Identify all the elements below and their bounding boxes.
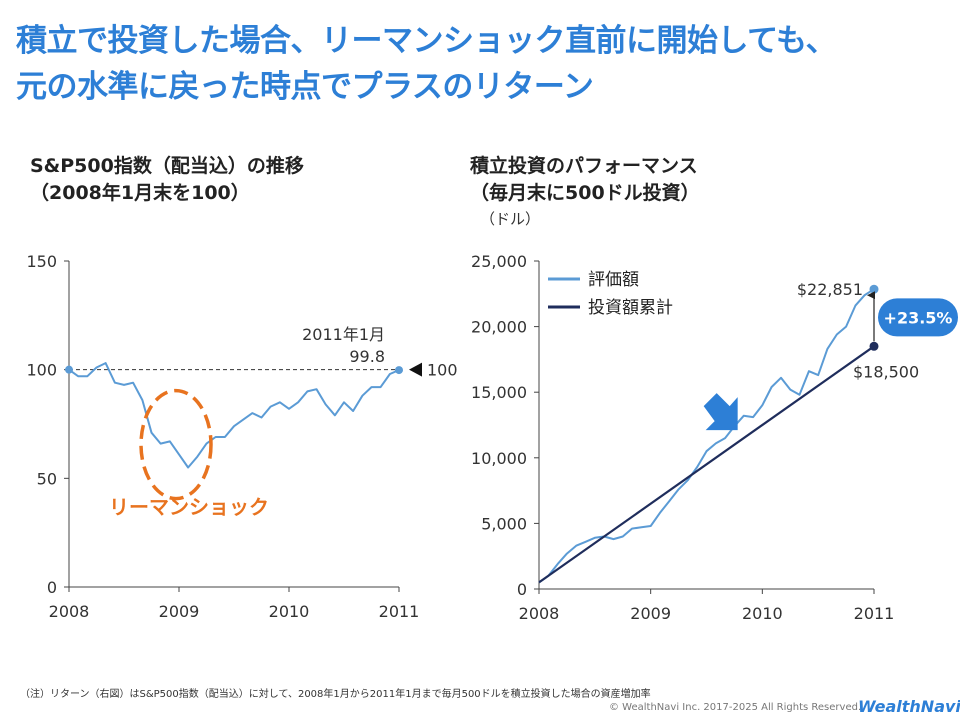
c1-annotation-value: $22,851 — [797, 280, 863, 299]
copyright: © WealthNavi Inc. 2017-2025 All Rights R… — [609, 702, 862, 713]
c0-series-line-0 — [68, 362, 400, 469]
c0-annotation-date: 2011年1月 — [302, 325, 385, 344]
headline: 積立で投資した場合、リーマンショック直前に開始しても、 元の水準に戻った時点でプ… — [16, 18, 946, 110]
c0-annotation-value: 99.8 — [349, 347, 385, 366]
c1-x-tick-label: 2008 — [519, 604, 560, 623]
brand-logo: WealthNavi — [858, 697, 960, 716]
c0-y-tick-label: 100 — [26, 361, 57, 380]
c0-x-tick-label: 2010 — [269, 602, 310, 621]
right-chart-title-line-2: （毎月末に500ドル投資） — [470, 182, 700, 204]
c1-series-line-0 — [538, 288, 875, 584]
left-chart-title-line-2: （2008年1月末を100） — [30, 182, 250, 204]
c0-y-tick-label: 0 — [47, 578, 57, 597]
c0-x-tick-label: 2009 — [159, 602, 200, 621]
c1-x-tick-label: 2011 — [854, 604, 895, 623]
headline-line-1: 積立で投資した場合、リーマンショック直前に開始しても、 — [16, 23, 837, 59]
c0-lehman-highlight — [139, 388, 213, 501]
c0-reference-label: 100 — [427, 361, 458, 380]
c0-end-point — [395, 366, 403, 375]
left-chart-title: S&P500指数（配当込）の推移 （2008年1月末を100） — [30, 153, 304, 207]
c1-y-tick-label: 0 — [517, 580, 527, 599]
c1-return-badge-label: +23.5% — [884, 308, 953, 327]
c1-end-point-value — [869, 284, 879, 294]
headline-line-2: 元の水準に戻った時点でプラスのリターン — [16, 69, 594, 105]
c1-y-tick-label: 15,000 — [471, 383, 527, 402]
left-chart-title-line-1: S&P500指数（配当込）の推移 — [30, 155, 304, 177]
c1-y-tick-label: 20,000 — [471, 318, 527, 337]
right-chart-title-line-1: 積立投資のパフォーマンス — [470, 155, 698, 177]
c1-y-tick-label: 10,000 — [471, 449, 527, 468]
c1-x-tick-label: 2009 — [630, 604, 671, 623]
c1-crossover-arrow-icon — [703, 393, 738, 431]
c1-return-badge — [878, 298, 958, 337]
c0-x-tick-label: 2011 — [379, 602, 420, 621]
c1-legend-label-0: 評価額 — [588, 270, 639, 290]
footnote: （注）リターン（右図）はS&P500指数（配当込）に対して、2008年1月から2… — [20, 689, 651, 700]
c1-series-line-1 — [538, 345, 875, 584]
c0-y-tick-label: 150 — [26, 252, 57, 271]
c1-annotation-invested: $18,500 — [853, 362, 919, 381]
c1-y-tick-label: 25,000 — [471, 252, 527, 271]
c1-y-tick-label: 5,000 — [481, 514, 527, 533]
c1-x-tick-label: 2010 — [742, 604, 783, 623]
c0-start-point — [65, 365, 73, 374]
c0-y-tick-label: 50 — [37, 469, 57, 488]
c0-lehman-label: リーマンショック — [109, 495, 269, 519]
c1-end-point-invested — [869, 341, 879, 351]
c0-x-tick-label: 2008 — [49, 602, 90, 621]
right-chart-unit-label: （ドル） — [480, 210, 541, 228]
c0-reference-marker — [409, 362, 422, 377]
right-chart-title: 積立投資のパフォーマンス （毎月末に500ドル投資） — [470, 153, 700, 207]
c1-legend-label-1: 投資額累計 — [588, 298, 673, 318]
